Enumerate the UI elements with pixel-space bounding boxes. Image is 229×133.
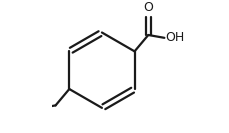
Text: OH: OH — [166, 31, 185, 44]
Text: O: O — [143, 1, 153, 14]
